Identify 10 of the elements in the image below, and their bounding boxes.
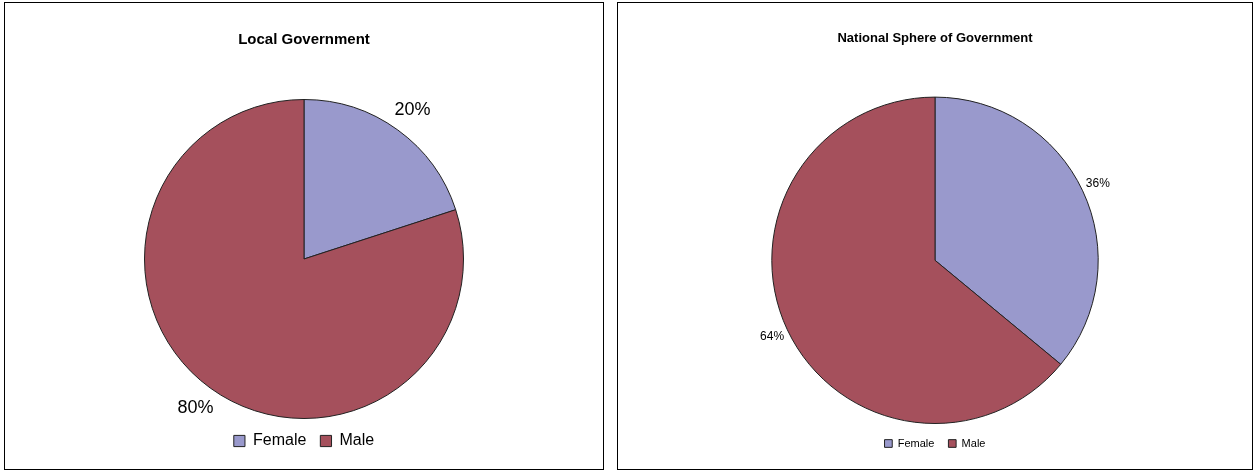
legend-label: Male: [961, 436, 986, 449]
data-label: 64%: [760, 329, 785, 344]
chart-title: National Sphere of Government: [837, 30, 1034, 46]
data-label: 80%: [177, 397, 214, 418]
data-label: 36%: [1085, 175, 1111, 190]
legend-label: Male: [339, 431, 375, 449]
data-label: 20%: [394, 98, 431, 119]
legend-label: Female: [252, 431, 307, 449]
legend-label: Female: [897, 436, 935, 449]
chart-title: Local Government: [238, 30, 370, 48]
